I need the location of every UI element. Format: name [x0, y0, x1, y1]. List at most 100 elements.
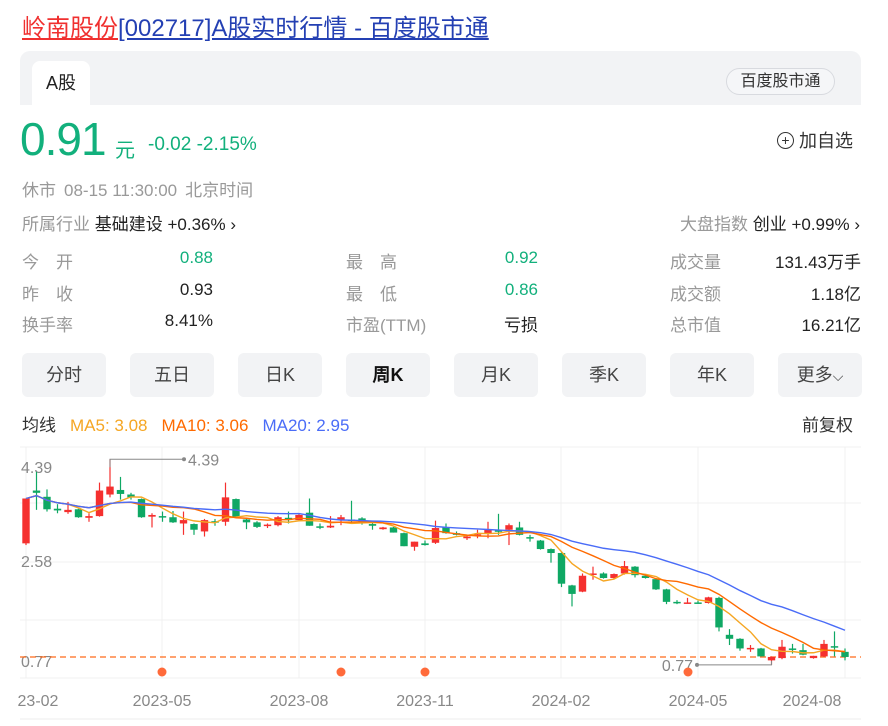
period-tab-label: 五日 — [154, 365, 190, 385]
period-tab[interactable]: 年K — [670, 353, 754, 397]
candle-body — [484, 529, 492, 534]
title-link[interactable]: [002717]A股实时行情 - 百度股市通 — [118, 15, 489, 42]
x-tick-label: 2024-08 — [783, 693, 842, 710]
candle — [253, 521, 261, 529]
candle-body — [736, 638, 744, 649]
page-title[interactable]: 岭南股份[002717]A股实时行情 - 百度股市通 — [22, 8, 489, 43]
candle-body — [557, 553, 566, 584]
stat-value: 亏损 — [504, 316, 538, 335]
x-tick-label: 23-02 — [18, 693, 59, 710]
candle — [494, 513, 503, 535]
candle — [820, 639, 828, 657]
kline-chart[interactable]: 4.39 2.58 0.77 23-02 2023-05 2023-08 2023-11 20… — [0, 440, 888, 726]
y-tick-label: 0.77 — [21, 654, 52, 671]
period-tab-label: 季K — [588, 365, 619, 385]
candle-body — [578, 575, 587, 592]
candle-body — [368, 524, 377, 526]
candle-body — [505, 525, 513, 530]
stat-label: 最 高 — [346, 253, 397, 272]
period-tab[interactable]: 日K — [238, 353, 322, 397]
x-tick-label: 2023-05 — [133, 693, 192, 710]
candle — [242, 517, 251, 530]
plus-circle-icon: + — [777, 131, 794, 149]
chevron-right-icon: › — [854, 215, 860, 234]
candle — [704, 596, 713, 604]
period-tab[interactable]: 分时 — [22, 353, 106, 397]
candle — [95, 482, 104, 517]
candle — [568, 584, 576, 607]
stat-label: 换手率 — [22, 316, 73, 335]
candle-body — [757, 648, 765, 657]
period-tab[interactable]: 月K — [454, 353, 538, 397]
candle-body — [179, 520, 188, 524]
candle — [148, 513, 156, 528]
candle-body — [442, 527, 450, 534]
stat-label: 最 低 — [346, 285, 397, 304]
index-name: 创业 — [752, 215, 787, 234]
event-marker-dot — [420, 667, 430, 677]
ma-label: 均线 — [22, 416, 56, 435]
candle-body — [137, 499, 146, 518]
candle-body — [641, 575, 650, 579]
x-tick-label: 2024-05 — [669, 693, 728, 710]
candle — [190, 523, 198, 535]
candle — [263, 523, 272, 529]
stock-name-link[interactable]: 岭南股份 — [22, 15, 118, 42]
candle-body — [725, 634, 734, 639]
candle — [673, 600, 681, 605]
candle — [610, 573, 618, 579]
candle — [715, 596, 723, 632]
candle-body — [95, 490, 104, 517]
candle-body — [232, 499, 240, 517]
add-watchlist-button[interactable]: + 加自选 — [777, 127, 853, 153]
index-link[interactable]: 大盘指数 创业 +0.99% › — [680, 210, 860, 235]
candle — [389, 526, 398, 533]
candle-body — [473, 534, 482, 536]
candle — [316, 523, 324, 530]
candle — [232, 498, 240, 518]
candle-body — [631, 566, 639, 576]
period-tab[interactable]: 周K — [346, 353, 430, 397]
min-marker-dot — [695, 662, 699, 667]
candle-body — [253, 522, 261, 527]
candle — [841, 648, 849, 661]
industry-link[interactable]: 所属行业 基础建设 +0.36% › — [22, 210, 236, 235]
stat-label: 今 开 — [22, 253, 73, 272]
candle-body — [589, 573, 597, 575]
candle — [809, 655, 818, 659]
ma20-value: MA20: 2.95 — [262, 416, 350, 435]
ma-legend: 均线 MA5: 3.08 MA10: 3.06 MA20: 2.95 — [22, 411, 363, 436]
x-tick-label: 2023-11 — [396, 693, 454, 710]
candle — [746, 645, 755, 652]
candle-body — [683, 602, 692, 604]
candle — [547, 548, 555, 563]
tab-a-share[interactable]: A股 — [32, 61, 90, 105]
baidu-stock-badge[interactable]: 百度股市通 — [726, 68, 835, 95]
max-marker-dot — [182, 457, 186, 462]
period-tab[interactable]: 季K — [562, 353, 646, 397]
candle-body — [242, 519, 251, 523]
candle-body — [568, 585, 576, 594]
candle-body — [74, 509, 83, 518]
candle-body — [704, 597, 713, 604]
candle-body — [662, 589, 671, 602]
candle — [662, 588, 671, 605]
change-percent: -2.15% — [196, 134, 257, 155]
candle-body — [778, 646, 786, 659]
stat-label: 成交额 — [670, 285, 721, 304]
candle — [778, 639, 786, 660]
candle-body — [788, 648, 797, 650]
candle-body — [400, 533, 408, 547]
candle — [421, 540, 429, 546]
candle — [410, 541, 419, 551]
candle-body — [547, 549, 555, 554]
period-tab[interactable]: 更多⌵ — [778, 353, 862, 397]
period-tab[interactable]: 五日 — [130, 353, 214, 397]
candle — [431, 520, 440, 544]
candle — [652, 578, 660, 590]
event-marker-dot — [336, 667, 346, 677]
max-price-label: 4.39 — [188, 452, 219, 469]
candle-body — [211, 521, 219, 523]
adjust-toggle[interactable]: 前复权 — [802, 416, 853, 435]
candle-body — [830, 646, 839, 648]
